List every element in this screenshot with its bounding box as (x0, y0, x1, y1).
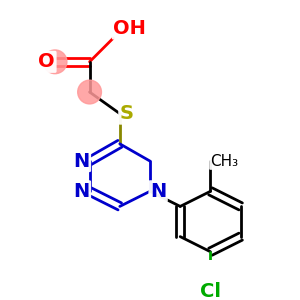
Text: S: S (120, 104, 134, 123)
Text: N: N (73, 152, 90, 171)
Text: O: O (38, 52, 55, 71)
Text: OH: OH (113, 19, 146, 38)
Circle shape (78, 80, 101, 104)
Text: N: N (73, 182, 90, 201)
Text: N: N (150, 182, 166, 201)
Text: Cl: Cl (200, 282, 221, 300)
Text: CH₃: CH₃ (210, 154, 238, 169)
Circle shape (43, 50, 67, 74)
